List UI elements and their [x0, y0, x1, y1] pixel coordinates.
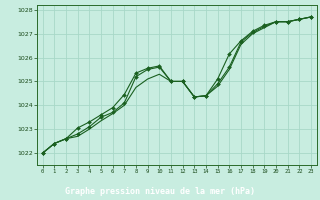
Text: Graphe pression niveau de la mer (hPa): Graphe pression niveau de la mer (hPa): [65, 187, 255, 196]
